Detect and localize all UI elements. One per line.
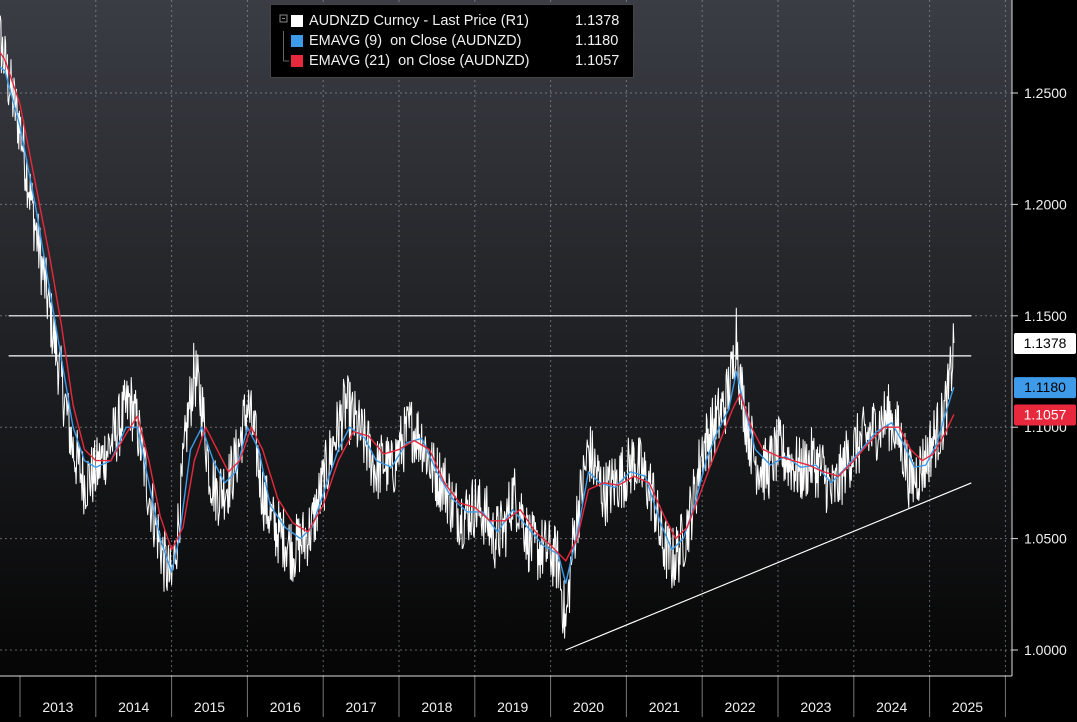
last-value-tag: 1.1180 [1014, 377, 1076, 399]
x-tick-label: 2016 [270, 699, 301, 715]
last-value-tag: 1.1057 [1014, 404, 1076, 426]
y-tick-label: 1.1500 [1024, 308, 1067, 324]
tag-background [1014, 404, 1076, 426]
legend-label-ema21: EMAVG (21) on Close (AUDNZD) [309, 53, 530, 69]
x-tick-label: 2014 [118, 699, 149, 715]
tree-end-icon [283, 51, 289, 62]
tag-background [1014, 332, 1076, 354]
series-line-ema21 [0, 51, 955, 562]
legend-label-price: AUDNZD Curncy - Last Price (R1) [309, 13, 529, 29]
tag-label: 1.1180 [1024, 379, 1066, 395]
legend-swatch-ema21 [291, 55, 303, 67]
legend-swatch-price [291, 15, 303, 27]
x-tick-label: 2022 [725, 699, 756, 715]
y-tick-label: 1.0500 [1024, 531, 1067, 547]
tag-background [1014, 377, 1076, 399]
x-tick-label: 2013 [42, 699, 73, 715]
x-tick-label: 2015 [194, 699, 225, 715]
x-tick-label: 2017 [346, 699, 377, 715]
x-tick-label: 2020 [573, 699, 604, 715]
legend-value-ema9: 1.1180 [575, 33, 619, 49]
y-tick-label: 1.0000 [1024, 642, 1067, 658]
y-tick-label: 1.2000 [1024, 196, 1067, 212]
series-lines [0, 15, 955, 639]
collapse-icon [279, 14, 288, 23]
y-tick-label: 1.2500 [1024, 85, 1067, 101]
legend: AUDNZD Curncy - Last Price (R1) 1.1378 E… [270, 4, 634, 78]
plot-background [0, 0, 1012, 676]
legend-label-ema9: EMAVG (9) on Close (AUDNZD) [309, 33, 522, 49]
series-line-ema9 [0, 66, 955, 584]
tag-label: 1.1378 [1024, 335, 1067, 351]
x-axis-background [0, 676, 1012, 717]
last-value-tag: 1.1378 [1014, 332, 1076, 354]
x-tick-label: 2023 [800, 699, 831, 715]
axis-background [1012, 0, 1077, 717]
reference-lines [8, 315, 972, 651]
tag-label: 1.1057 [1024, 407, 1067, 423]
last-value-tags: 1.1378 1.1180 1.1057 [1014, 332, 1076, 426]
x-tick-label: 2018 [421, 699, 452, 715]
trend-line [565, 482, 972, 651]
x-tick-label: 2021 [649, 699, 680, 715]
x-tick-label: 2025 [952, 699, 983, 715]
x-tick-label: 2024 [876, 699, 907, 715]
x-tick-label: 2019 [497, 699, 528, 715]
tree-line-icon [283, 31, 284, 51]
legend-value-ema21: 1.1057 [575, 53, 620, 69]
legend-value-price: 1.1378 [575, 13, 620, 29]
legend-swatch-ema9 [291, 35, 303, 47]
